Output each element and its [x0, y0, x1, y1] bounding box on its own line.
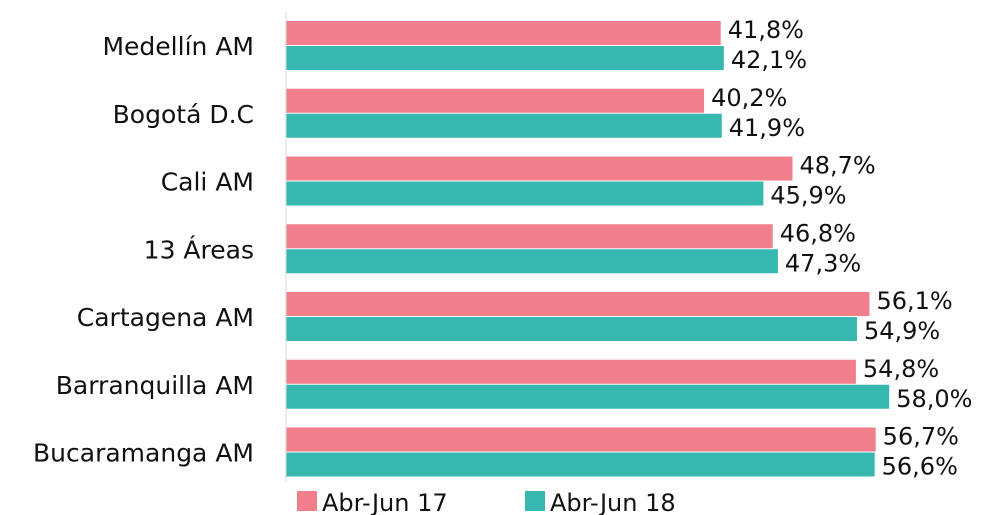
category-label-medellin-am: Medellín AM — [102, 32, 254, 61]
bar-13-areas-series-2 — [286, 249, 778, 274]
category-label-cali-am: Cali AM — [161, 168, 254, 197]
bar-bogota-d-c-series-1 — [286, 88, 705, 113]
legend-swatch-abr-jun-18 — [525, 491, 545, 511]
bar-cali-am-series-2 — [286, 181, 764, 206]
bar-bucaramanga-am-series-2 — [286, 452, 875, 477]
bar-bogota-d-c-series-2 — [286, 113, 722, 138]
value-label-13-areas-series-2: 47,3% — [785, 249, 861, 277]
bar-barranquilla-am-series-2 — [286, 384, 890, 409]
value-label-cartagena-am-series-2: 54,9% — [864, 317, 940, 345]
value-label-medellin-am-series-2: 42,1% — [731, 46, 807, 74]
value-label-cali-am-series-1: 48,7% — [799, 152, 875, 180]
value-label-cali-am-series-2: 45,9% — [770, 182, 846, 210]
legend-label-abr-jun-18: Abr-Jun 18 — [550, 489, 676, 515]
value-label-bucaramanga-am-series-1: 56,7% — [883, 423, 959, 451]
bar-cartagena-am-series-1 — [286, 292, 870, 316]
bar-medellin-am-series-1 — [286, 21, 721, 45]
bar-13-areas-series-1 — [286, 224, 773, 249]
bar-cali-am-series-1 — [286, 156, 793, 181]
value-label-barranquilla-am-series-2: 58,0% — [896, 385, 972, 413]
value-label-cartagena-am-series-1: 56,1% — [876, 287, 952, 315]
legend-swatch-abr-jun-17 — [297, 491, 317, 511]
bar-bucaramanga-am-series-1 — [286, 427, 876, 452]
category-label-barranquilla-am: Barranquilla AM — [56, 371, 254, 400]
bar-barranquilla-am-series-1 — [286, 359, 856, 384]
category-label-cartagena-am: Cartagena AM — [77, 303, 254, 332]
value-label-medellin-am-series-1: 41,8% — [728, 16, 804, 44]
value-label-bucaramanga-am-series-2: 56,6% — [882, 453, 958, 481]
category-label-bogota-d-c: Bogotá D.C — [113, 100, 254, 129]
labels-layer: Medellín AM 41,8%42,1% Bogotá D.C 40,2%41,9… — [33, 16, 972, 481]
value-label-13-areas-series-1: 46,8% — [780, 219, 856, 247]
legend-label-abr-jun-17: Abr-Jun 17 — [322, 489, 448, 515]
legend: Abr-Jun 17 Abr-Jun 18 — [297, 489, 676, 515]
bar-cartagena-am-series-2 — [286, 317, 857, 341]
bar-medellin-am-series-2 — [286, 46, 724, 70]
value-label-bogota-d-c-series-1: 40,2% — [711, 84, 787, 112]
bars-layer — [286, 21, 890, 477]
value-label-bogota-d-c-series-2: 41,9% — [729, 114, 805, 142]
category-label-13-areas: 13 Áreas — [144, 235, 254, 264]
category-label-bucaramanga-am: Bucaramanga AM — [33, 439, 254, 468]
value-label-barranquilla-am-series-1: 54,8% — [863, 355, 939, 383]
